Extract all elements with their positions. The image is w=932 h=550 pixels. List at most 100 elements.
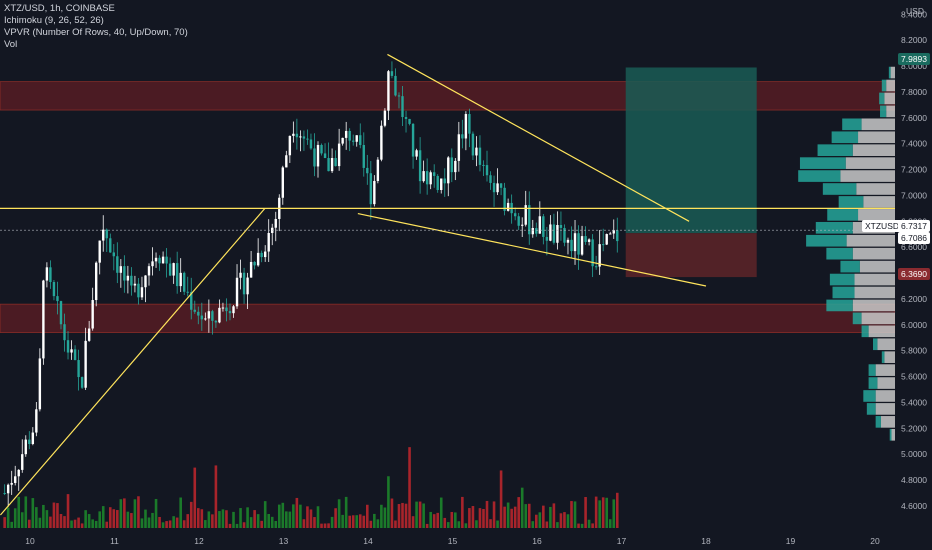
volume-bar (549, 506, 552, 528)
candle-body (376, 159, 380, 181)
volume-bar (556, 522, 559, 528)
candle-body (102, 229, 105, 241)
price-tick-label: 8.2000 (901, 35, 927, 45)
candle-body (598, 244, 601, 267)
vp-up-bar (875, 416, 881, 428)
candle-body (77, 360, 80, 378)
volume-bar (380, 504, 383, 528)
candle-body (45, 267, 49, 281)
candle-body (207, 311, 211, 319)
price-tick-label: 6.0000 (901, 320, 927, 330)
volume-bar (218, 511, 221, 528)
candle-body (109, 238, 112, 253)
vp-down-bar (868, 325, 895, 338)
volume-bar (256, 514, 260, 528)
trendline-0 (0, 208, 266, 516)
volume-bar (123, 498, 126, 528)
candle-body (52, 282, 56, 297)
volume-bar (119, 499, 123, 528)
vp-down-bar (877, 377, 895, 389)
volume-bar (468, 508, 471, 528)
volume-bar (112, 509, 116, 528)
candle-body (330, 158, 334, 172)
volume-bar (454, 512, 457, 528)
candle-body (563, 227, 566, 243)
candle-body (348, 130, 351, 141)
time-tick-label: 14 (363, 536, 373, 546)
entry-price-tag: 6.7086 (898, 232, 930, 244)
candle-body (63, 324, 66, 341)
vp-up-bar (866, 403, 876, 415)
volume-bar (365, 504, 369, 528)
volume-bar (225, 510, 228, 528)
candle-body (49, 267, 52, 283)
volume-bar (485, 500, 489, 528)
candle-body (313, 148, 316, 167)
candle-body (394, 75, 397, 96)
volume-bar (323, 523, 327, 528)
candle-body (130, 275, 133, 286)
volume-bar (274, 521, 278, 528)
candle-body (24, 439, 27, 455)
vp-up-bar (815, 221, 853, 234)
volume-bar (80, 523, 84, 528)
volume-bar (3, 517, 6, 528)
volume-bar (313, 517, 316, 528)
candle-body (151, 261, 154, 267)
candle-body (457, 134, 461, 161)
volume-bar (563, 512, 566, 528)
time-tick-label: 15 (448, 536, 458, 546)
candle-body (144, 275, 147, 288)
candle-body (239, 272, 242, 278)
trendline-1 (387, 53, 690, 222)
candle-body (334, 158, 337, 167)
candle-body (524, 205, 527, 225)
candle-body (535, 228, 538, 234)
volume-bar (566, 514, 570, 528)
candle-body (214, 320, 218, 323)
vp-down-bar (880, 416, 895, 428)
candle-body (373, 180, 376, 205)
volume-bar (397, 504, 401, 528)
candle-body (556, 224, 559, 243)
volume-bar (267, 513, 271, 528)
candle-body (542, 216, 545, 237)
volume-bar (66, 494, 70, 528)
vp-up-bar (881, 79, 887, 92)
volume-bar (137, 496, 140, 528)
candle-body (256, 252, 260, 266)
volume-bar (496, 520, 499, 528)
volume-bar (506, 502, 510, 528)
target-price-tag: 7.9893 (898, 53, 930, 65)
volume-bar (285, 511, 288, 528)
candle-body (309, 139, 313, 149)
vp-down-bar (890, 66, 895, 79)
candle-body (404, 117, 408, 119)
candle-body (56, 296, 59, 302)
vp-down-bar (858, 209, 895, 221)
volume-bar (98, 511, 102, 528)
volume-bar (24, 496, 28, 528)
vp-up-bar (880, 105, 887, 118)
volume-bar (355, 515, 359, 528)
volume-bar (105, 521, 109, 528)
candle-body (559, 224, 563, 228)
candle-body (221, 307, 225, 309)
candle-body (415, 150, 418, 157)
volume-bar (211, 514, 214, 528)
candle-body (584, 236, 587, 242)
vp-up-bar (842, 118, 862, 131)
volume-bar (196, 508, 200, 528)
candle-body (98, 240, 101, 263)
candle-body (14, 476, 17, 483)
volume-bar (77, 517, 80, 528)
volume-bar (461, 496, 464, 528)
candle-body (190, 292, 193, 310)
volume-bar (235, 523, 239, 528)
candle-body (468, 114, 471, 134)
stop-price-tag: 6.3690 (898, 268, 930, 280)
volume-bar (27, 519, 31, 528)
candle-body (211, 311, 214, 321)
candle-body (591, 239, 594, 267)
